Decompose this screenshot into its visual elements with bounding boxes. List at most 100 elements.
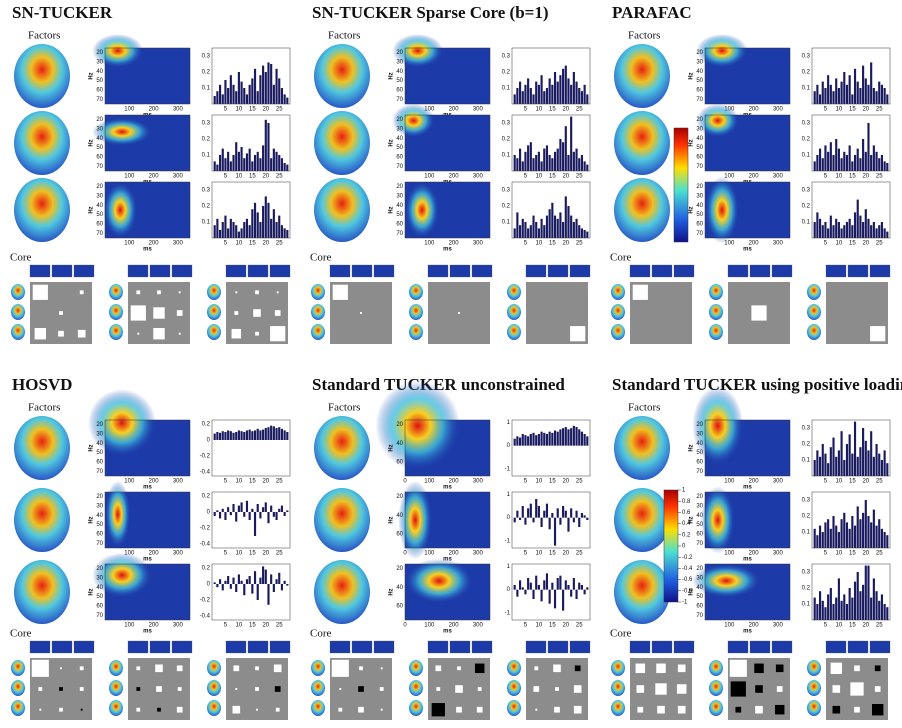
bar-y-tick: 0.3 [802, 121, 811, 127]
heatmap-x-tick: 100 [124, 623, 135, 629]
core-label: Core [10, 628, 32, 640]
figure: SN-TUCKERFactors203040506070100200300msH… [0, 0, 902, 723]
heatmap-x-tick: 100 [724, 551, 735, 557]
core-cell [235, 291, 237, 293]
core-strip [630, 265, 650, 277]
bar-x-tick: 25 [876, 551, 883, 557]
core-cell [854, 707, 860, 713]
core-strip [226, 641, 246, 653]
bar [284, 94, 286, 104]
bar-y-tick: 0 [207, 438, 211, 444]
heatmap-y-label: Hz [89, 516, 95, 523]
bar [875, 444, 877, 476]
bar [584, 590, 586, 595]
bar [222, 584, 224, 590]
heatmap-y-tick: 60 [696, 460, 703, 466]
bar [538, 585, 540, 590]
bar [251, 209, 253, 238]
core-cell [636, 664, 646, 674]
heatmap-blob [405, 182, 439, 238]
bar [514, 155, 516, 171]
bar [565, 580, 567, 589]
bar [559, 429, 561, 445]
bar [262, 145, 264, 171]
core-cell [657, 706, 665, 714]
bar [535, 222, 537, 238]
bar [224, 216, 226, 238]
heatmap-y-tick: 60 [96, 532, 103, 538]
core-cell [831, 663, 842, 674]
bar [875, 91, 877, 104]
bar [557, 82, 559, 104]
bar [214, 96, 216, 104]
bar [843, 513, 845, 548]
bar [249, 225, 251, 238]
heatmap-y-tick: 30 [396, 60, 403, 66]
bar [570, 216, 572, 238]
bar-y-tick: 0.2 [202, 494, 211, 500]
core-cell [276, 708, 280, 712]
bar [259, 75, 261, 104]
bar [249, 512, 251, 520]
bar [819, 526, 821, 548]
bar [546, 504, 548, 518]
heatmap-y-tick: 50 [96, 145, 103, 151]
bar [284, 581, 286, 584]
heatmap-y-tick: 40 [96, 585, 103, 591]
bar [849, 588, 851, 620]
heatmap-x-label: ms [743, 247, 752, 253]
bar [567, 585, 569, 590]
core-head [11, 660, 25, 676]
bar [824, 222, 826, 238]
bar-y-tick: 0.2 [802, 586, 811, 592]
heatmap-y-tick: 70 [396, 97, 403, 103]
core-head [409, 680, 423, 696]
bar [849, 145, 851, 171]
core-cell [553, 665, 561, 673]
core-strip [772, 265, 792, 277]
bar [575, 590, 577, 599]
core-strip [352, 265, 372, 277]
bar-y-tick: 0.2 [802, 442, 811, 448]
bar [586, 436, 588, 445]
bar-x-tick: 25 [576, 241, 583, 247]
bar [549, 590, 551, 604]
heatmap-y-tick: 50 [696, 522, 703, 528]
bar [519, 518, 521, 520]
bar [859, 216, 861, 238]
bar [270, 574, 272, 584]
bar [819, 149, 821, 171]
core-head [611, 284, 625, 300]
bar-y-tick: 0.3 [802, 188, 811, 194]
heatmap-y-tick: 20 [396, 566, 403, 572]
bar [273, 426, 275, 440]
core-cell [478, 687, 482, 691]
bar [843, 152, 845, 171]
bar [278, 216, 280, 238]
bar-y-tick: 0.2 [502, 137, 511, 143]
bar [265, 502, 267, 512]
heatmap-y-label: Hz [89, 444, 95, 451]
heatmap-y-label: Hz [389, 206, 395, 213]
bar [538, 152, 540, 171]
heatmap-y-tick: 20 [696, 184, 703, 190]
bar [216, 165, 218, 171]
factors-label: Factors [328, 30, 360, 42]
bar [851, 454, 853, 476]
bar [849, 434, 851, 476]
core-cell [233, 706, 241, 714]
heatmap-y-tick: 30 [696, 576, 703, 582]
bar [832, 516, 834, 548]
heatmap-x-tick: 100 [124, 241, 135, 247]
bar-x-tick: 25 [576, 107, 583, 113]
bar [586, 94, 588, 104]
heatmap-y-tick: 50 [96, 522, 103, 528]
bar-x-tick: 10 [536, 107, 543, 113]
core-cell [157, 708, 161, 712]
core-cell [179, 291, 181, 293]
bar-x-tick: 5 [224, 174, 228, 180]
bar [824, 607, 826, 620]
core-strip [526, 641, 546, 653]
bar [586, 518, 588, 520]
bar [575, 219, 577, 238]
